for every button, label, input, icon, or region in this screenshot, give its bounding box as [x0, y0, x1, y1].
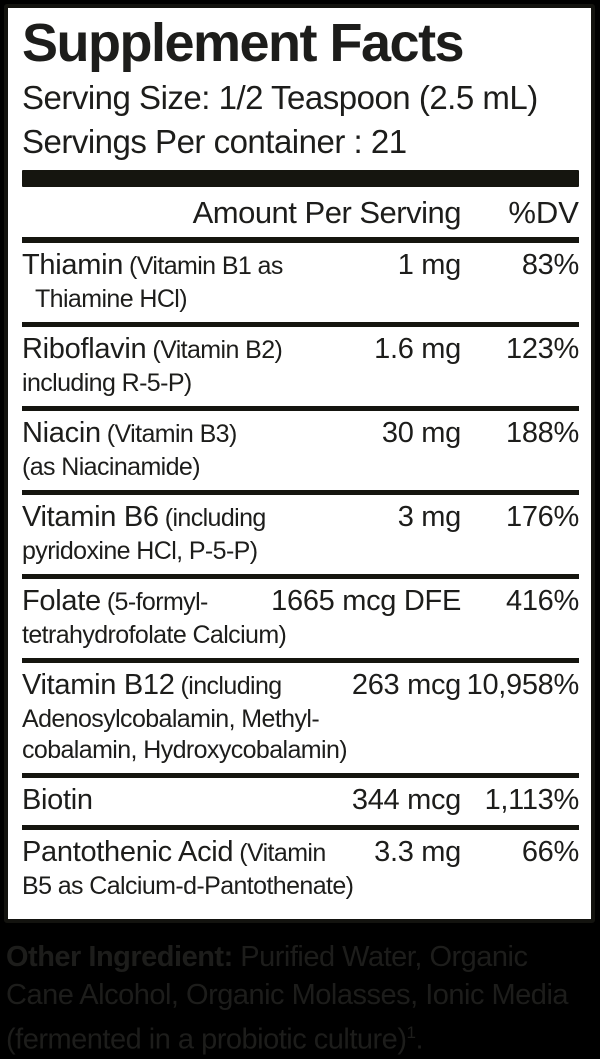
nutrient-dv: 123%: [506, 333, 579, 365]
supplement-facts-panel: Supplement Facts Serving Size: 1/2 Teasp…: [4, 4, 595, 923]
nutrient-dv: 416%: [506, 585, 579, 617]
nutrient-name-line: Niacin (Vitamin B3): [22, 416, 382, 452]
nutrient-name: Niacin: [22, 417, 101, 449]
servings-per-container-line: Servings Per container : 21: [22, 123, 407, 160]
nutrient-name: Pantothenic Acid: [22, 836, 234, 868]
nutrient-name-line2: Adenosylcobalamin, Methyl-: [22, 705, 320, 733]
nutrient-dv: 66%: [521, 836, 579, 868]
nutrient-name-line2: including R-5-P): [22, 369, 192, 397]
nutrient-name-line2: (as Niacinamide): [22, 453, 201, 481]
percent-dv-header: %DV: [508, 195, 579, 230]
nutrient-rows: Thiamin (Vitamin B1 as Thiamine HCl) 1 mg…: [22, 243, 579, 909]
nutrient-dv: 83%: [521, 249, 579, 281]
nutrient-name-detail: (including: [180, 672, 283, 700]
thick-divider-bar: [22, 170, 579, 187]
nutrient-name-line: Folate (5-formyl-: [22, 584, 271, 620]
nutrient-name-cell: Folate (5-formyl- tetrahydrofolate Calciu…: [22, 584, 287, 651]
nutrient-name-line3: cobalamin, Hydroxycobalamin): [22, 736, 348, 764]
nutrient-name-detail: (Vitamin B2): [152, 336, 283, 364]
other-ingredient-note: Other Ingredient: Purified Water, Organi…: [6, 938, 594, 1059]
nutrient-name-line: Vitamin B6 (including: [22, 500, 398, 536]
nutrient-dv: 1,113%: [484, 784, 580, 816]
nutrient-amount: 344 mcg: [351, 784, 461, 816]
nutrient-row: Biotin 344 mcg 1,113%: [22, 773, 579, 825]
table-header-row: Amount Per Serving %DV: [22, 187, 579, 243]
amount-per-serving-header: Amount Per Serving: [192, 195, 462, 230]
nutrient-name-cell: Thiamin (Vitamin B1 as Thiamine HCl): [22, 248, 398, 315]
nutrient-name-line: Biotin: [22, 783, 352, 818]
nutrient-name-line: Vitamin B12 (including: [22, 668, 352, 704]
nutrient-name-line2: tetrahydrofolate Calcium): [22, 621, 287, 649]
nutrient-dv: 10,958%: [466, 669, 580, 701]
nutrient-name-line2: B5 as Calcium-d-Pantothenate): [22, 872, 354, 900]
nutrient-name: Thiamin: [22, 249, 124, 281]
nutrient-amount: 263 mcg: [351, 669, 461, 701]
nutrient-name-line: Riboflavin (Vitamin B2): [22, 332, 374, 368]
nutrient-name-detail: (Vitamin: [239, 839, 326, 867]
nutrient-row: Riboflavin (Vitamin B2) including R-5-P) …: [22, 322, 579, 406]
nutrient-amount: 30 mg: [381, 417, 461, 449]
nutrient-name-detail: (Vitamin B1 as: [129, 252, 283, 280]
nutrient-name-line: Thiamin (Vitamin B1 as: [22, 248, 398, 284]
nutrient-amount: 3.3 mg: [374, 836, 461, 868]
nutrient-name-cell: Vitamin B12 (including Adenosylcobalamin,…: [22, 668, 352, 766]
other-ingredient-lead: Other Ingredient:: [6, 941, 233, 973]
nutrient-row: Pantothenic Acid (Vitamin B5 as Calcium-d…: [22, 825, 579, 909]
nutrient-dv: 188%: [506, 417, 579, 449]
nutrient-name: Folate: [22, 585, 101, 617]
nutrient-amount: 3 mg: [397, 501, 462, 533]
serving-size-line: Serving Size: 1/2 Teaspoon (2.5 mL): [22, 79, 538, 116]
nutrient-name-cell: Biotin: [22, 783, 352, 818]
nutrient-name-line2: pyridoxine HCl, P-5-P): [22, 537, 258, 565]
supplement-facts-title: Supplement Facts: [22, 13, 465, 73]
nutrient-row: Vitamin B12 (including Adenosylcobalamin,…: [22, 658, 579, 773]
nutrient-name-detail: (5-formyl-: [106, 588, 209, 616]
nutrient-amount: 1.6 mg: [374, 333, 461, 365]
footnote-superscript: 1: [406, 1023, 416, 1042]
panel-inner: Supplement Facts Serving Size: 1/2 Teasp…: [8, 8, 591, 919]
nutrient-name-cell: Pantothenic Acid (Vitamin B5 as Calcium-d…: [22, 835, 374, 902]
nutrient-dv: 176%: [506, 501, 579, 533]
nutrient-amount: 1 mg: [397, 249, 462, 281]
nutrient-name-detail: (Vitamin B3): [106, 420, 237, 448]
other-ingredient-period: .: [415, 1023, 424, 1056]
nutrient-name: Biotin: [22, 784, 93, 816]
nutrient-row: Vitamin B6 (including pyridoxine HCl, P-5…: [22, 490, 579, 574]
other-ingredient-text: Purified Water, Organic Cane Alcohol, Or…: [6, 941, 569, 1056]
nutrient-name-cell: Vitamin B6 (including pyridoxine HCl, P-5…: [22, 500, 398, 567]
nutrient-name-cell: Niacin (Vitamin B3) (as Niacinamide): [22, 416, 382, 483]
nutrient-name: Riboflavin: [22, 333, 147, 365]
nutrient-name: Vitamin B12: [22, 669, 175, 701]
nutrient-row: Niacin (Vitamin B3) (as Niacinamide) 30 m…: [22, 406, 579, 490]
nutrient-name-cell: Riboflavin (Vitamin B2) including R-5-P): [22, 332, 374, 399]
nutrient-amount: 1665 mcg DFE: [271, 585, 461, 617]
nutrient-name: Vitamin B6: [22, 501, 159, 533]
nutrient-name-line2: Thiamine HCl): [35, 285, 188, 313]
nutrient-name-detail: (including: [164, 504, 267, 532]
nutrient-row: Thiamin (Vitamin B1 as Thiamine HCl) 1 mg…: [22, 243, 579, 322]
nutrient-name-line: Pantothenic Acid (Vitamin: [22, 835, 374, 871]
nutrient-row: Folate (5-formyl- tetrahydrofolate Calciu…: [22, 574, 579, 658]
